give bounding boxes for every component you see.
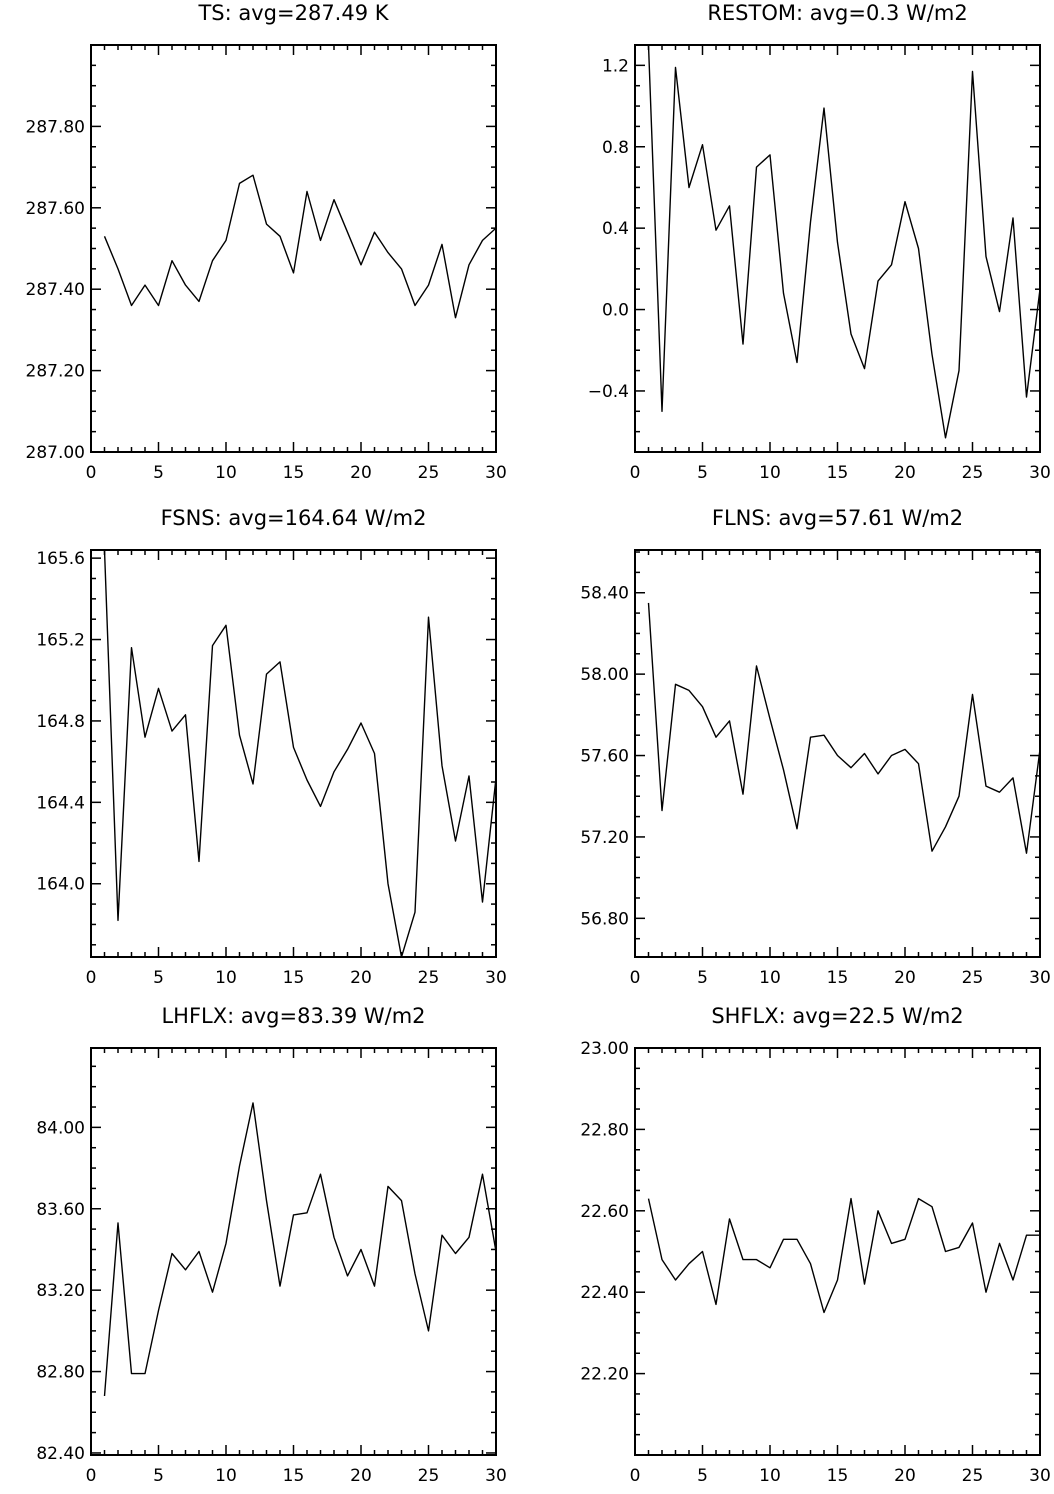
y-tick-label: 22.80 <box>580 1120 629 1140</box>
y-tick-label: 22.20 <box>580 1365 629 1385</box>
y-tick-label: 287.00 <box>26 443 85 463</box>
x-tick-label: 10 <box>759 968 781 988</box>
x-tick-label: 30 <box>1029 463 1051 483</box>
chart-title: LHFLX: avg=83.39 W/m2 <box>161 1004 425 1028</box>
y-tick-label: 1.2 <box>602 56 629 76</box>
y-tick-label: 57.20 <box>580 828 629 848</box>
x-tick-label: 25 <box>418 968 440 988</box>
chart-title: TS: avg=287.49 K <box>197 1 389 25</box>
x-tick-label: 5 <box>697 463 708 483</box>
series-line <box>103 1102 496 1397</box>
x-tick-label: 25 <box>962 968 984 988</box>
x-tick-label: 5 <box>153 1466 164 1486</box>
x-tick-label: 0 <box>86 463 97 483</box>
x-tick-label: 0 <box>86 968 97 988</box>
series-line <box>647 45 1040 439</box>
y-tick-label: 58.00 <box>580 665 629 685</box>
x-tick-label: 15 <box>827 968 849 988</box>
y-tick-label: 83.60 <box>36 1200 85 1220</box>
series-line <box>647 602 1040 854</box>
x-tick-label: 5 <box>697 1466 708 1486</box>
x-tick-label: 20 <box>350 968 372 988</box>
y-tick-label: 56.80 <box>580 909 629 929</box>
chart-panel-4: FLNS: avg=57.61 W/m2 0 5 10 15 20 25 30 56.80 57.… <box>580 506 1050 988</box>
y-tick-label: 0.8 <box>602 138 629 158</box>
plot-frame <box>90 44 497 453</box>
x-tick-label: 20 <box>894 968 916 988</box>
x-tick-label: 0 <box>630 1466 641 1486</box>
chart-title: RESTOM: avg=0.3 W/m2 <box>707 1 967 25</box>
y-tick-label: 0.4 <box>602 219 629 239</box>
y-tick-label: 287.60 <box>26 199 85 219</box>
chart-panel-3: FSNS: avg=164.64 W/m2 0 5 10 15 20 25 30 164.0 16… <box>36 506 506 988</box>
x-tick-label: 30 <box>485 1466 507 1486</box>
x-tick-label: 30 <box>485 968 507 988</box>
y-tick-label: 0.0 <box>602 301 629 321</box>
y-tick-label: 22.60 <box>580 1202 629 1222</box>
x-tick-label: 20 <box>350 463 372 483</box>
x-tick-label: 15 <box>283 1466 305 1486</box>
x-tick-label: 0 <box>86 1466 97 1486</box>
y-tick-label: 58.40 <box>580 584 629 604</box>
y-tick-label: 83.20 <box>36 1281 85 1301</box>
x-tick-label: 15 <box>827 463 849 483</box>
plot-frame <box>90 1047 497 1456</box>
x-tick-label: 30 <box>1029 968 1051 988</box>
chart-title: FLNS: avg=57.61 W/m2 <box>712 506 963 530</box>
y-tick-label: 82.80 <box>36 1363 85 1383</box>
x-tick-label: 20 <box>894 1466 916 1486</box>
series-line <box>103 550 496 957</box>
plot-frame <box>90 549 497 958</box>
y-tick-label: 164.8 <box>36 712 85 732</box>
x-tick-label: 20 <box>350 1466 372 1486</box>
plot-frame <box>634 549 1041 958</box>
x-tick-label: 5 <box>153 463 164 483</box>
x-tick-label: 5 <box>697 968 708 988</box>
x-tick-label: 5 <box>153 968 164 988</box>
y-tick-label: 165.2 <box>36 631 85 651</box>
y-tick-label: 164.0 <box>36 875 85 895</box>
x-tick-label: 15 <box>283 463 305 483</box>
chart-panel-2: RESTOM: avg=0.3 W/m2 0 5 10 15 20 25 30 −0.4 0.0 0… <box>588 1 1051 483</box>
chart-title: SHFLX: avg=22.5 W/m2 <box>711 1004 963 1028</box>
plot-frame <box>634 44 1041 453</box>
x-tick-label: 20 <box>894 463 916 483</box>
y-tick-label: 164.4 <box>36 793 85 813</box>
y-tick-label: 165.6 <box>36 549 85 569</box>
chart-panel-6: SHFLX: avg=22.5 W/m2 0 5 10 15 20 25 30 22.20 22.… <box>580 1004 1050 1486</box>
plot-frame <box>634 1047 1041 1456</box>
y-tick-label: 84.00 <box>36 1118 85 1138</box>
x-tick-label: 25 <box>962 463 984 483</box>
y-tick-label: 57.60 <box>580 747 629 767</box>
x-tick-label: 15 <box>283 968 305 988</box>
x-tick-label: 10 <box>759 1466 781 1486</box>
x-tick-label: 25 <box>418 463 440 483</box>
x-tick-label: 10 <box>215 968 237 988</box>
x-tick-label: 10 <box>759 463 781 483</box>
x-tick-label: 10 <box>215 1466 237 1486</box>
x-tick-label: 30 <box>1029 1466 1051 1486</box>
x-tick-label: 10 <box>215 463 237 483</box>
x-tick-label: 0 <box>630 463 641 483</box>
x-tick-label: 30 <box>485 463 507 483</box>
x-tick-label: 0 <box>630 968 641 988</box>
x-tick-label: 25 <box>962 1466 984 1486</box>
chart-panel-5: LHFLX: avg=83.39 W/m2 0 5 10 15 20 25 30 82.40 82… <box>36 1004 506 1486</box>
y-tick-label: 82.40 <box>36 1444 85 1464</box>
y-tick-label: 23.00 <box>580 1039 629 1059</box>
series-line <box>647 1197 1040 1314</box>
y-tick-label: 287.40 <box>26 280 85 300</box>
y-tick-label: 287.20 <box>26 362 85 382</box>
y-tick-label: −0.4 <box>588 382 629 402</box>
series-line <box>103 174 496 319</box>
chart-title: FSNS: avg=164.64 W/m2 <box>161 506 427 530</box>
y-tick-label: 287.80 <box>26 117 85 137</box>
chart-panel-1: TS: avg=287.49 K 0 5 10 15 20 25 30 287.00 287.20… <box>26 1 507 483</box>
y-tick-label: 22.40 <box>580 1283 629 1303</box>
x-tick-label: 15 <box>827 1466 849 1486</box>
x-tick-label: 25 <box>418 1466 440 1486</box>
